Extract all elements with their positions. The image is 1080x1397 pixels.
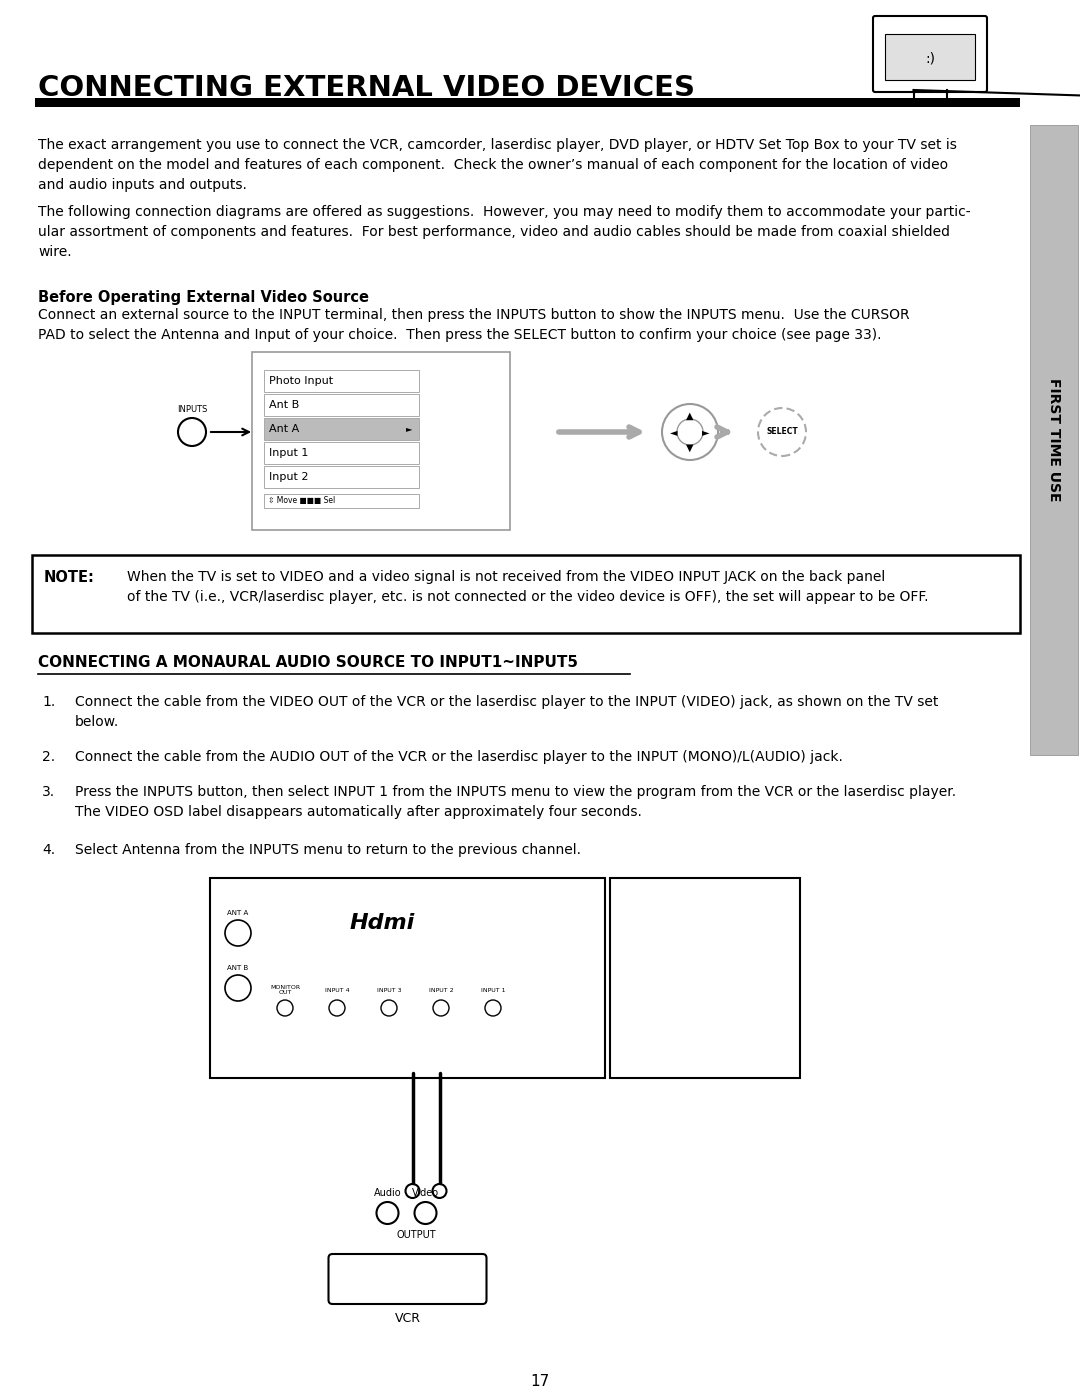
Text: ▼: ▼ <box>686 443 693 453</box>
Text: Photo Input: Photo Input <box>269 376 333 386</box>
FancyBboxPatch shape <box>873 15 987 92</box>
Text: Before Operating External Video Source: Before Operating External Video Source <box>38 291 369 305</box>
Text: ◄: ◄ <box>671 427 678 437</box>
Text: 2.: 2. <box>42 750 55 764</box>
Bar <box>885 34 975 80</box>
Text: Connect the cable from the VIDEO OUT of the VCR or the laserdisc player to the I: Connect the cable from the VIDEO OUT of … <box>75 694 939 729</box>
Text: CONNECTING EXTERNAL VIDEO DEVICES: CONNECTING EXTERNAL VIDEO DEVICES <box>38 74 696 102</box>
Text: 1.: 1. <box>42 694 55 710</box>
Circle shape <box>276 1000 293 1016</box>
Text: 4.: 4. <box>42 842 55 856</box>
Bar <box>610 877 800 1078</box>
Text: The exact arrangement you use to connect the VCR, camcorder, laserdisc player, D: The exact arrangement you use to connect… <box>38 138 957 193</box>
Circle shape <box>329 1000 345 1016</box>
Circle shape <box>485 1000 501 1016</box>
Text: ANT B: ANT B <box>228 965 248 971</box>
Circle shape <box>758 408 806 455</box>
Text: The following connection diagrams are offered as suggestions.  However, you may : The following connection diagrams are of… <box>38 205 971 258</box>
Circle shape <box>662 404 718 460</box>
Bar <box>210 877 605 1078</box>
Text: INPUT 3: INPUT 3 <box>377 988 402 992</box>
Bar <box>35 98 1020 108</box>
Text: ►: ► <box>406 425 413 433</box>
Text: :): :) <box>924 52 935 66</box>
Text: INPUT 4: INPUT 4 <box>325 988 349 992</box>
Text: INPUT 1: INPUT 1 <box>481 988 505 992</box>
Text: Select Antenna from the INPUTS menu to return to the previous channel.: Select Antenna from the INPUTS menu to r… <box>75 842 581 856</box>
Circle shape <box>415 1201 436 1224</box>
Circle shape <box>405 1185 419 1199</box>
Text: FIRST TIME USE: FIRST TIME USE <box>1047 379 1061 502</box>
Text: CONNECTING A MONAURAL AUDIO SOURCE TO INPUT1~INPUT5: CONNECTING A MONAURAL AUDIO SOURCE TO IN… <box>38 655 578 671</box>
Bar <box>1030 124 1078 754</box>
Text: ⇳ Move ■■■ Sel: ⇳ Move ■■■ Sel <box>268 496 335 506</box>
Bar <box>32 555 1020 633</box>
Text: Input 1: Input 1 <box>269 448 309 458</box>
FancyBboxPatch shape <box>328 1255 486 1303</box>
Circle shape <box>377 1201 399 1224</box>
Text: Ant A: Ant A <box>269 425 299 434</box>
Text: NOTE:: NOTE: <box>44 570 95 585</box>
Text: MONITOR
OUT: MONITOR OUT <box>270 985 300 996</box>
Text: Connect an external source to the INPUT terminal, then press the INPUTS button t: Connect an external source to the INPUT … <box>38 307 909 342</box>
Text: ▲: ▲ <box>686 411 693 420</box>
Bar <box>264 441 419 464</box>
Text: INPUTS: INPUTS <box>177 405 207 415</box>
Text: 3.: 3. <box>42 785 55 799</box>
Bar <box>264 467 419 488</box>
Text: VCR: VCR <box>394 1312 420 1324</box>
Circle shape <box>225 921 251 946</box>
Circle shape <box>381 1000 397 1016</box>
Bar <box>252 352 510 529</box>
Text: SELECT: SELECT <box>766 427 798 436</box>
Text: 17: 17 <box>530 1375 550 1390</box>
Circle shape <box>432 1185 446 1199</box>
Text: Input 2: Input 2 <box>269 472 309 482</box>
Text: Press the INPUTS button, then select INPUT 1 from the INPUTS menu to view the pr: Press the INPUTS button, then select INP… <box>75 785 956 819</box>
Text: Ant B: Ant B <box>269 400 299 409</box>
Text: OUTPUT: OUTPUT <box>396 1229 436 1241</box>
Text: ANT A: ANT A <box>228 909 248 916</box>
Bar <box>264 370 419 393</box>
Circle shape <box>225 975 251 1002</box>
Circle shape <box>433 1000 449 1016</box>
Bar <box>264 394 419 416</box>
Text: INPUT 2: INPUT 2 <box>429 988 454 992</box>
Bar <box>264 495 419 509</box>
Text: Audio: Audio <box>374 1187 402 1199</box>
Text: When the TV is set to VIDEO and a video signal is not received from the VIDEO IN: When the TV is set to VIDEO and a video … <box>127 570 929 604</box>
Circle shape <box>178 418 206 446</box>
Text: Hdmi: Hdmi <box>350 914 415 933</box>
Text: Connect the cable from the AUDIO OUT of the VCR or the laserdisc player to the I: Connect the cable from the AUDIO OUT of … <box>75 750 842 764</box>
Bar <box>264 418 419 440</box>
Circle shape <box>677 419 703 446</box>
Text: Video: Video <box>411 1187 440 1199</box>
Text: ►: ► <box>702 427 710 437</box>
